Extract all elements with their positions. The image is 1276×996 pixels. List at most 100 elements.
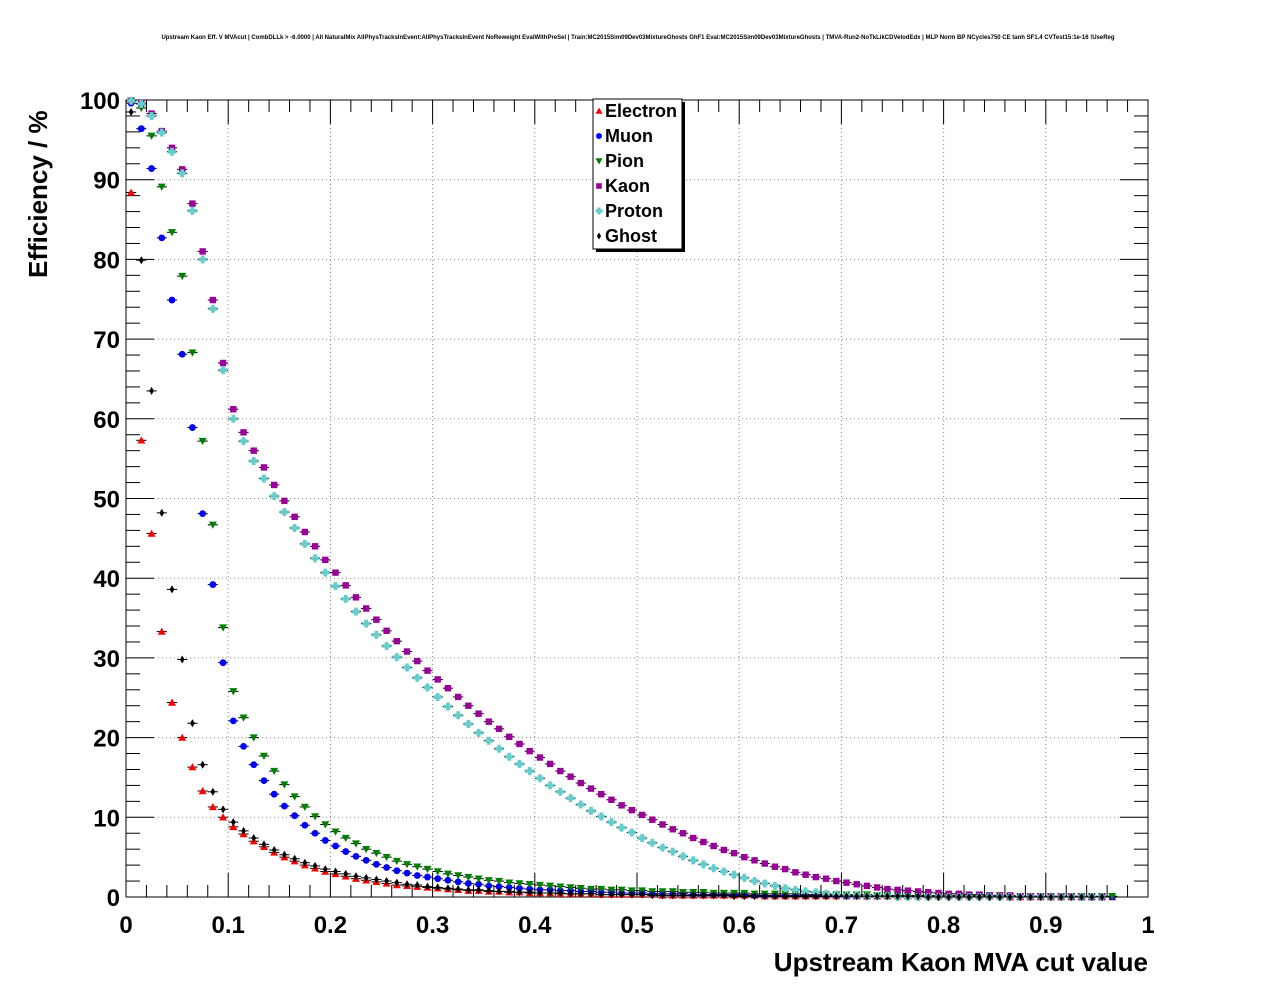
- data-point: [178, 733, 187, 741]
- data-point: [546, 760, 554, 768]
- data-point: [618, 802, 625, 809]
- data-point: [669, 826, 676, 833]
- data-point: [219, 624, 228, 632]
- data-point: [127, 96, 136, 105]
- legend-label-electron: Electron: [605, 101, 677, 121]
- data-point: [239, 714, 248, 722]
- data-point: [925, 889, 932, 896]
- data-point: [557, 767, 564, 775]
- x-tick-label: 0.9: [1029, 912, 1062, 939]
- data-point: [997, 893, 1003, 901]
- y-tick-label: 60: [93, 407, 120, 434]
- data-point: [668, 847, 677, 856]
- y-tick-label: 90: [93, 168, 120, 195]
- data-point: [444, 876, 452, 884]
- y-tick-label: 10: [93, 805, 120, 832]
- data-point: [1108, 893, 1117, 901]
- data-point: [454, 878, 462, 886]
- data-point: [617, 823, 626, 832]
- data-point: [147, 529, 156, 537]
- data-point: [843, 879, 850, 886]
- data-point: [157, 183, 166, 191]
- data-point: [250, 761, 258, 769]
- data-point: [802, 871, 809, 878]
- data-point: [230, 818, 236, 827]
- data-point: [752, 892, 757, 901]
- data-point: [178, 272, 187, 281]
- data-point: [382, 853, 391, 862]
- x-tick-label: 0.3: [416, 912, 449, 939]
- data-point: [209, 296, 217, 304]
- data-point: [393, 637, 401, 645]
- data-point: [741, 853, 748, 861]
- legend-label-ghost: Ghost: [605, 226, 657, 246]
- data-point: [444, 684, 452, 692]
- series-kaon: [126, 97, 1108, 901]
- data-point: [709, 864, 718, 873]
- data-point: [597, 885, 606, 894]
- x-tick-label: 1: [1141, 912, 1154, 939]
- data-point: [699, 860, 708, 869]
- legend-box: [592, 98, 683, 250]
- data-point: [844, 892, 849, 901]
- data-point: [404, 880, 410, 889]
- data-point: [690, 891, 696, 900]
- data-point: [689, 856, 698, 865]
- data-point: [229, 414, 238, 423]
- data-point: [321, 837, 329, 844]
- data-point: [587, 785, 595, 792]
- data-point: [588, 889, 594, 898]
- data-point: [198, 255, 207, 264]
- data-point: [311, 813, 320, 821]
- data-point: [680, 891, 686, 900]
- data-point: [137, 436, 146, 444]
- data-point: [556, 787, 565, 796]
- data-point: [719, 867, 728, 876]
- data-point: [536, 754, 544, 761]
- legend-marker-electron: [595, 107, 603, 114]
- data-point: [311, 829, 319, 837]
- data-point: [413, 673, 422, 682]
- data-point: [568, 889, 573, 898]
- data-point: [291, 812, 299, 820]
- data-point: [566, 794, 575, 803]
- data-point: [474, 728, 483, 737]
- data-point: [301, 821, 309, 829]
- data-point: [566, 884, 575, 892]
- data-point: [577, 779, 584, 787]
- data-point: [465, 885, 471, 894]
- data-point: [863, 882, 871, 890]
- data-point: [219, 366, 228, 375]
- data-point: [425, 882, 430, 891]
- data-point: [627, 828, 636, 837]
- data-point: [1048, 893, 1054, 901]
- data-point: [495, 744, 504, 753]
- data-point: [535, 881, 544, 890]
- data-point: [495, 883, 503, 891]
- data-point: [169, 585, 175, 594]
- data-point: [443, 702, 452, 711]
- data-point: [189, 424, 196, 431]
- data-point: [209, 581, 217, 588]
- data-point: [946, 893, 952, 901]
- data-point: [792, 869, 799, 876]
- data-point: [770, 881, 779, 890]
- data-point: [311, 543, 319, 550]
- data-point: [301, 528, 309, 536]
- y-axis-title: Efficiency / %: [23, 110, 53, 278]
- data-point: [1007, 893, 1013, 901]
- data-point: [464, 873, 473, 882]
- data-point: [659, 821, 666, 828]
- data-point: [515, 880, 524, 888]
- data-point: [496, 887, 502, 896]
- data-point: [1028, 893, 1033, 901]
- data-point: [434, 875, 442, 883]
- data-point: [148, 165, 155, 172]
- data-point: [609, 890, 614, 899]
- data-point: [711, 891, 717, 900]
- data-point: [455, 885, 461, 894]
- y-tick-label: 70: [93, 327, 120, 354]
- legend-marker-proton: [595, 207, 603, 215]
- data-point: [219, 659, 227, 667]
